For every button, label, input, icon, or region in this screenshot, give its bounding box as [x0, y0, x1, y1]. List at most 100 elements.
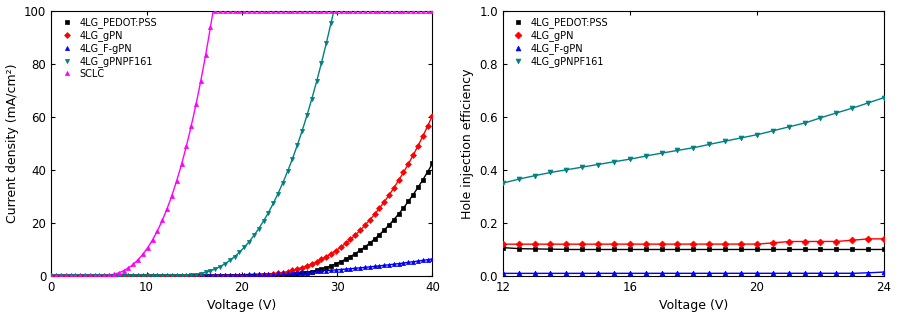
4LG_gPNPF161	[561, 168, 571, 172]
4LG_gPN	[719, 242, 730, 246]
4LG_gPN	[752, 242, 762, 246]
Line: 4LG_PEDOT:PSS: 4LG_PEDOT:PSS	[49, 162, 434, 278]
4LG_gPN	[815, 239, 826, 243]
4LG_gPNPF161	[497, 181, 508, 185]
4LG_F-gPN	[783, 272, 794, 275]
4LG_gPN	[277, 271, 288, 274]
4LG_F-gPN	[688, 272, 699, 275]
4LG_gPNPF161	[799, 121, 810, 125]
4LG_PEDOT:PSS	[273, 274, 283, 278]
4LG_F-gPN	[292, 271, 302, 274]
4LG_PEDOT:PSS	[277, 273, 288, 277]
4LG_gPN	[384, 193, 395, 197]
4LG_gPNPF161	[46, 274, 57, 278]
4LG_F-gPN	[46, 274, 57, 278]
Line: 4LG_gPNPF161: 4LG_gPNPF161	[49, 9, 434, 278]
4LG_gPN	[292, 267, 302, 271]
4LG_F-gPN	[497, 272, 508, 275]
4LG_gPN	[545, 242, 556, 246]
4LG_F-gPN	[529, 272, 540, 275]
4LG_gPNPF161	[815, 116, 826, 120]
4LG_gPNPF161	[577, 165, 588, 169]
4LG_gPN	[529, 242, 540, 246]
4LG_gPNPF161	[388, 9, 399, 12]
4LG_gPNPF161	[608, 160, 619, 164]
SCLC	[220, 9, 231, 12]
4LG_F-gPN	[719, 272, 730, 275]
4LG_gPNPF161	[640, 154, 651, 158]
4LG_gPNPF161	[878, 96, 889, 100]
4LG_gPNPF161	[593, 162, 604, 166]
4LG_gPN	[736, 242, 746, 246]
4LG_gPN	[863, 237, 874, 241]
4LG_PEDOT:PSS	[799, 248, 810, 252]
4LG_PEDOT:PSS	[704, 248, 715, 252]
4LG_gPNPF161	[277, 181, 288, 185]
4LG_gPN	[307, 262, 318, 266]
4LG_PEDOT:PSS	[624, 248, 635, 252]
4LG_PEDOT:PSS	[847, 248, 858, 252]
4LG_gPNPF161	[292, 143, 302, 147]
4LG_F-gPN	[657, 272, 667, 275]
4LG_gPNPF161	[273, 192, 283, 196]
4LG_gPNPF161	[427, 9, 438, 12]
4LG_F-gPN	[704, 272, 715, 275]
4LG_F-gPN	[831, 272, 841, 275]
Line: 4LG_gPNPF161: 4LG_gPNPF161	[501, 95, 886, 185]
Line: 4LG_gPN: 4LG_gPN	[501, 236, 886, 246]
4LG_PEDOT:PSS	[688, 248, 699, 252]
SCLC	[283, 9, 293, 12]
4LG_gPNPF161	[767, 129, 778, 133]
4LG_F-gPN	[577, 272, 588, 275]
4LG_gPN	[513, 242, 524, 246]
4LG_gPNPF161	[545, 170, 556, 174]
4LG_gPN	[497, 242, 508, 246]
4LG_gPN	[783, 239, 794, 243]
4LG_gPNPF161	[307, 97, 318, 101]
4LG_gPNPF161	[736, 136, 746, 140]
4LG_PEDOT:PSS	[214, 274, 225, 278]
4LG_PEDOT:PSS	[577, 248, 588, 252]
4LG_gPNPF161	[330, 9, 341, 12]
4LG_gPN	[831, 239, 841, 243]
Legend: 4LG_PEDOT:PSS, 4LG_gPN, 4LG_F-gPN, 4LG_gPNPF161: 4LG_PEDOT:PSS, 4LG_gPN, 4LG_F-gPN, 4LG_g…	[508, 15, 611, 69]
4LG_PEDOT:PSS	[719, 248, 730, 252]
Legend: 4LG_PEDOT:PSS, 4LG_gPN, 4LG_F-gPN, 4LG_gPNPF161, SCLC: 4LG_PEDOT:PSS, 4LG_gPN, 4LG_F-gPN, 4LG_g…	[57, 15, 159, 81]
4LG_gPNPF161	[513, 177, 524, 181]
4LG_PEDOT:PSS	[783, 248, 794, 252]
4LG_F-gPN	[767, 272, 778, 275]
4LG_PEDOT:PSS	[878, 248, 889, 252]
4LG_F-gPN	[624, 272, 635, 275]
SCLC	[46, 274, 57, 278]
4LG_F-gPN	[878, 270, 889, 274]
4LG_F-gPN	[863, 271, 874, 275]
4LG_gPN	[878, 237, 889, 241]
4LG_PEDOT:PSS	[767, 248, 778, 252]
4LG_gPN	[657, 242, 667, 246]
4LG_PEDOT:PSS	[513, 247, 524, 251]
4LG_PEDOT:PSS	[815, 248, 826, 252]
4LG_gPNPF161	[529, 174, 540, 177]
4LG_gPN	[640, 242, 651, 246]
Line: 4LG_PEDOT:PSS: 4LG_PEDOT:PSS	[501, 245, 886, 252]
4LG_gPN	[561, 242, 571, 246]
4LG_F-gPN	[307, 270, 318, 273]
4LG_gPN	[46, 274, 57, 278]
4LG_gPN	[767, 241, 778, 245]
4LG_gPN	[273, 272, 283, 275]
Line: 4LG_gPN: 4LG_gPN	[49, 114, 434, 278]
4LG_PEDOT:PSS	[384, 223, 395, 227]
4LG_F-gPN	[815, 272, 826, 275]
4LG_F-gPN	[427, 257, 438, 261]
4LG_gPN	[624, 242, 635, 246]
4LG_F-gPN	[384, 263, 395, 267]
4LG_F-gPN	[561, 272, 571, 275]
4LG_F-gPN	[273, 272, 283, 275]
4LG_PEDOT:PSS	[863, 248, 874, 252]
4LG_gPN	[688, 242, 699, 246]
4LG_gPNPF161	[752, 133, 762, 137]
4LG_PEDOT:PSS	[608, 248, 619, 252]
4LG_PEDOT:PSS	[752, 248, 762, 252]
4LG_gPN	[672, 242, 683, 246]
Y-axis label: Hole injection efficiency: Hole injection efficiency	[461, 68, 474, 218]
